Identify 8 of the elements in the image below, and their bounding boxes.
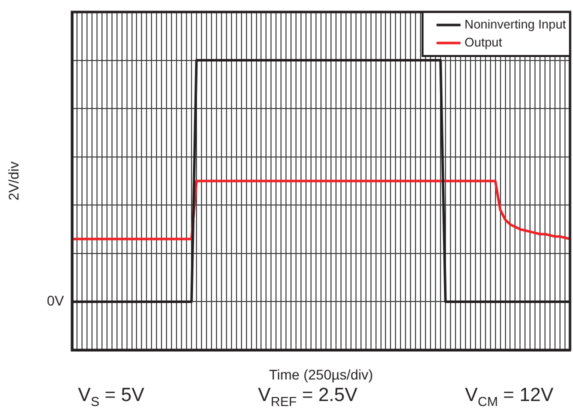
y-axis-title: 2V/div [5,162,22,200]
text: 0V [46,292,65,309]
text: V$_{S}$ = 5V [78,385,144,409]
legend-label: Noninverting Input [464,17,567,32]
text: V$_{REF}$ = 2.5V [258,385,358,409]
legend-label: Output [464,35,503,50]
text: V$_{CM}$ = 12V [465,385,554,409]
x-axis-title: Time (250µs/div) [268,366,374,382]
